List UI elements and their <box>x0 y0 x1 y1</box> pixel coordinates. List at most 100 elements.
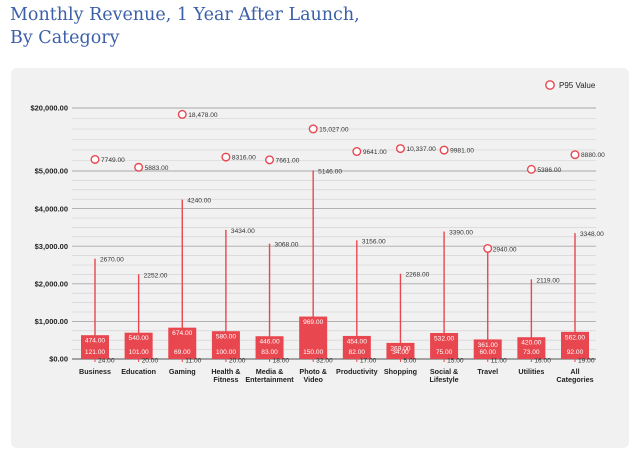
category-label: Productivity <box>336 367 378 376</box>
p95-label: 7749.00 <box>101 157 125 164</box>
iqr-box <box>124 332 153 359</box>
p75-label: 562.00 <box>565 334 586 341</box>
p25-label: 18.00 <box>273 358 290 365</box>
chart-title: Monthly Revenue, 1 Year After Launch, By… <box>10 4 430 50</box>
p75-label: 474.00 <box>85 338 106 345</box>
category-label: Categories <box>556 375 593 384</box>
p90-label: 2119.00 <box>536 277 560 284</box>
legend-p95-label: P95 Value <box>559 81 596 90</box>
p25-label: 19.00 <box>578 358 595 365</box>
category-label: Video <box>303 375 323 384</box>
p90-label: 2268.00 <box>405 272 429 279</box>
p90-label: 2670.00 <box>100 257 124 264</box>
iqr-box <box>299 316 328 359</box>
p95-marker <box>352 147 362 157</box>
p25-label: 32.00 <box>316 358 333 365</box>
iqr-box <box>517 337 546 359</box>
p95-label: 5386.00 <box>537 167 561 174</box>
p95-marker <box>221 152 231 162</box>
iqr-box <box>342 335 371 359</box>
category-label: Lifestyle <box>430 375 459 384</box>
y-tick-label: $20,000.00 <box>30 104 68 113</box>
p25-label: 20.00 <box>229 358 246 365</box>
iqr-box <box>211 331 240 359</box>
p90-label: 5146.00 <box>318 168 342 175</box>
p90-label: 3348.00 <box>580 231 604 238</box>
category-label: Education <box>121 367 156 376</box>
p25-label: 16.00 <box>534 358 551 365</box>
median-label: 60.00 <box>479 349 496 356</box>
p25-label: 17.00 <box>360 358 377 365</box>
median-label: 69.00 <box>174 349 191 356</box>
iqr-box <box>430 332 459 359</box>
chart-title-line-1: Monthly Revenue, 1 Year After Launch, <box>10 5 360 25</box>
p75-label: 420.00 <box>521 340 542 347</box>
category-label: Business <box>79 367 111 376</box>
iqr-box <box>168 327 197 359</box>
chart-title-line-2: By Category <box>10 28 120 48</box>
y-tick-label: $1,000.00 <box>35 317 68 326</box>
p75-label: 674.00 <box>172 330 193 337</box>
iqr-box <box>561 331 589 359</box>
p95-marker <box>265 155 275 165</box>
category-label: Travel <box>477 367 498 376</box>
category-label: Social & <box>430 367 458 376</box>
p95-marker <box>177 109 187 119</box>
iqr-box <box>386 342 415 359</box>
p95-label: 10,337.00 <box>406 146 436 153</box>
p95-marker <box>395 144 405 154</box>
category-label: Shopping <box>384 367 417 376</box>
p90-marker <box>483 243 493 253</box>
p90-label: 4240.00 <box>187 198 211 205</box>
category-label: Fitness <box>213 375 238 384</box>
p95-label: 7661.00 <box>276 157 300 164</box>
category-label: Utilities <box>518 367 544 376</box>
category-label: Gaming <box>169 367 196 376</box>
p75-label: 580.00 <box>216 334 237 341</box>
p25-label: 11.00 <box>185 358 201 365</box>
median-label: 121.00 <box>85 349 106 356</box>
category-label: Entertainment <box>245 375 294 384</box>
p95-label: 5883.00 <box>145 165 169 172</box>
median-label: 34.00 <box>392 349 409 356</box>
p25-label: 20.00 <box>142 358 159 365</box>
p25-label: 24.00 <box>98 358 115 365</box>
iqr-box <box>81 335 109 359</box>
y-tick-label: $4,000.00 <box>35 204 68 213</box>
y-tick-label: $0.00 <box>49 355 68 364</box>
p95-label: 9981.00 <box>450 148 474 155</box>
legend-p95-marker <box>545 80 555 90</box>
p95-marker <box>90 154 100 164</box>
category-label: All <box>570 367 579 376</box>
median-label: 75.00 <box>436 349 453 356</box>
p75-label: 446.00 <box>259 339 280 346</box>
chart-panel <box>11 68 629 448</box>
p95-marker <box>526 164 536 174</box>
y-tick-label: $3,000.00 <box>35 242 68 251</box>
y-tick-label: $5,000.00 <box>35 167 68 176</box>
category-label: Media & <box>256 367 284 376</box>
median-label: 150.00 <box>303 349 324 356</box>
p25-label: 11.00 <box>491 358 507 365</box>
p95-label: 9641.00 <box>363 149 387 156</box>
category-label: Health & <box>211 367 240 376</box>
p95-marker <box>570 150 580 160</box>
p75-label: 540.00 <box>129 335 150 342</box>
median-label: 83.00 <box>261 349 278 356</box>
p90-label: 2252.00 <box>144 272 168 279</box>
p90-label: 3434.00 <box>231 228 255 235</box>
p95-label: 18,478.00 <box>188 112 218 119</box>
p95-marker <box>439 145 449 155</box>
p90-label: 3156.00 <box>362 238 386 245</box>
p95-label: 15,027.00 <box>319 126 349 133</box>
p95-label: 8880.00 <box>581 152 605 159</box>
iqr-box <box>255 336 284 359</box>
p90-label: 3068.00 <box>275 242 299 249</box>
median-label: 73.00 <box>523 349 540 356</box>
median-label: 92.00 <box>567 349 584 356</box>
y-tick-label: $2,000.00 <box>35 280 68 289</box>
median-label: 100.00 <box>216 349 237 356</box>
category-label: Photo & <box>299 367 327 376</box>
median-label: 101.00 <box>129 349 150 356</box>
